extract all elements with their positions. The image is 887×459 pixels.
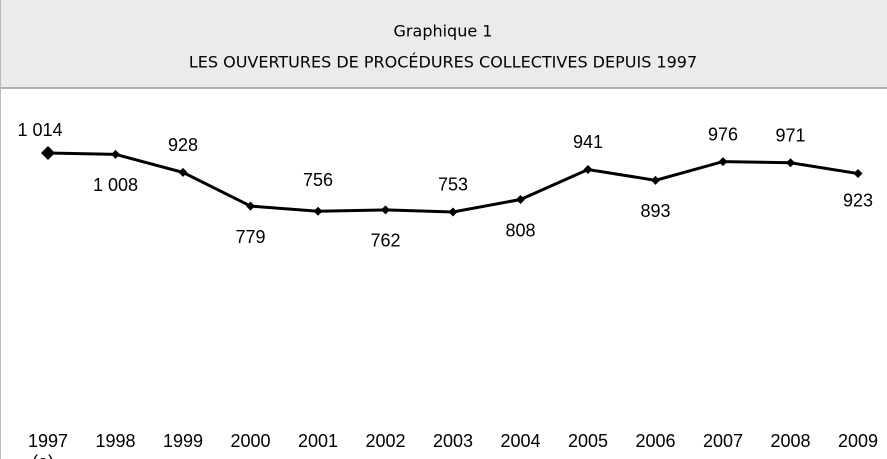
x-tick-label: 2007 xyxy=(703,431,743,451)
data-label: 893 xyxy=(640,201,670,221)
x-tick-label: 2008 xyxy=(770,431,810,451)
x-tick-label: 1997 xyxy=(28,431,68,451)
data-label: 976 xyxy=(708,124,738,144)
marker xyxy=(718,157,728,167)
x-tick-label: 2001 xyxy=(298,431,338,451)
data-label: 941 xyxy=(573,132,603,152)
data-label: 923 xyxy=(843,190,873,210)
data-label: 971 xyxy=(775,125,805,145)
marker xyxy=(381,205,390,215)
marker xyxy=(853,169,863,179)
x-tick-label: 2000 xyxy=(230,431,270,451)
marker xyxy=(178,167,188,177)
marker xyxy=(313,206,323,216)
marker xyxy=(41,146,55,161)
chart-title: Graphique 1 xyxy=(394,22,493,41)
data-label: 1 014 xyxy=(17,120,62,140)
marker xyxy=(111,149,120,159)
data-label: 928 xyxy=(168,135,198,155)
marker xyxy=(246,201,255,211)
x-tick-label: 2006 xyxy=(635,431,675,451)
marker xyxy=(786,158,795,168)
x-tick-label: 2005 xyxy=(568,431,608,451)
annotation: (e) xyxy=(32,452,54,459)
marker xyxy=(651,175,660,185)
data-label: 1 008 xyxy=(93,175,138,195)
data-label: 779 xyxy=(235,227,265,247)
data-label: 756 xyxy=(303,170,333,190)
data-label: 762 xyxy=(370,231,400,251)
x-tick-label: 2002 xyxy=(365,431,405,451)
x-tick-label: 2009 xyxy=(838,431,878,451)
data-label: 753 xyxy=(438,175,468,195)
header-bg xyxy=(0,0,887,88)
marker xyxy=(516,195,525,205)
data-label: 808 xyxy=(505,220,535,240)
marker xyxy=(583,164,593,174)
x-tick-label: 2003 xyxy=(433,431,473,451)
x-tick-label: 1999 xyxy=(163,431,203,451)
x-tick-label: 1998 xyxy=(95,431,135,451)
x-tick-label: 2004 xyxy=(500,431,540,451)
chart-subtitle: LES OUVERTURES DE PROCÉDURES COLLECTIVES… xyxy=(189,53,697,72)
marker xyxy=(448,207,458,217)
